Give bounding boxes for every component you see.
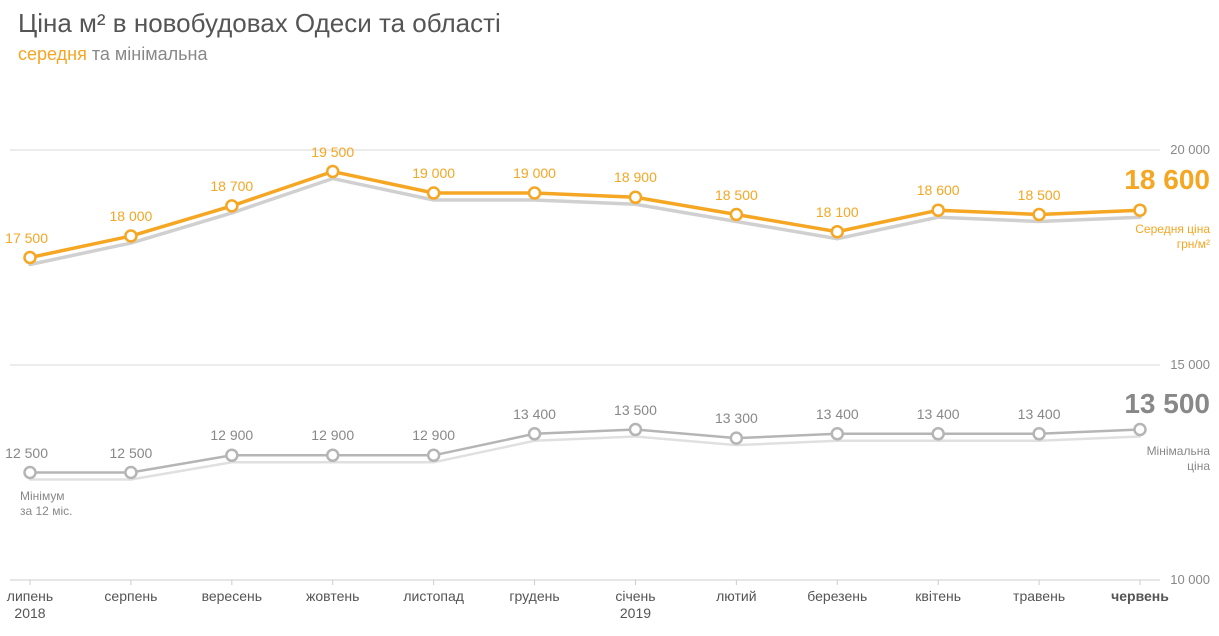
min-data-label: 12 900	[311, 427, 354, 443]
avg-end-caption: Середня цінагрн/м²	[1135, 222, 1210, 252]
x-tick-label: квітень	[883, 588, 993, 605]
avg-data-label: 18 500	[715, 187, 758, 203]
x-tick-label: вересень	[177, 588, 287, 605]
min-data-label: 13 400	[1018, 406, 1061, 422]
line-chart	[0, 0, 1219, 636]
avg-data-label: 18 700	[210, 178, 253, 194]
y-tick-label: 10 000	[1160, 572, 1210, 587]
x-tick-label: грудень	[480, 588, 590, 605]
avg-data-label: 18 600	[917, 182, 960, 198]
x-tick-label: січень2019	[580, 588, 690, 622]
avg-data-label: 19 000	[412, 165, 455, 181]
min-data-label: 12 900	[412, 427, 455, 443]
min-end-caption: Мінімальнаціна	[1147, 444, 1210, 474]
min-data-label: 13 500	[614, 402, 657, 418]
min-data-label: 13 400	[513, 406, 556, 422]
min-data-label: 12 900	[210, 427, 253, 443]
min-data-label: 13 400	[816, 406, 859, 422]
y-tick-label: 15 000	[1160, 357, 1210, 372]
x-tick-label: серпень	[76, 588, 186, 605]
avg-data-label: 18 500	[1018, 187, 1061, 203]
min-end-value: 13 500	[1124, 388, 1210, 420]
y-tick-label: 20 000	[1160, 142, 1210, 157]
x-tick-label: травень	[984, 588, 1094, 605]
x-tick-label: лютий	[681, 588, 791, 605]
avg-data-label: 19 500	[311, 144, 354, 160]
x-tick-label: липень2018	[0, 588, 85, 622]
min-data-label: 13 300	[715, 410, 758, 426]
avg-data-label: 17 500	[5, 230, 48, 246]
x-tick-label: жовтень	[278, 588, 388, 605]
min-data-label: 12 500	[109, 445, 152, 461]
avg-data-label: 18 100	[816, 204, 859, 220]
x-tick-label: березень	[782, 588, 892, 605]
avg-end-value: 18 600	[1124, 164, 1210, 196]
x-tick-label: листопад	[379, 588, 489, 605]
avg-data-label: 18 000	[109, 208, 152, 224]
min-note: Мінімумза 12 міс.	[20, 489, 72, 519]
avg-data-label: 18 900	[614, 169, 657, 185]
min-data-label: 13 400	[917, 406, 960, 422]
x-tick-label: червень	[1085, 588, 1195, 605]
min-data-label: 12 500	[5, 445, 48, 461]
avg-data-label: 19 000	[513, 165, 556, 181]
